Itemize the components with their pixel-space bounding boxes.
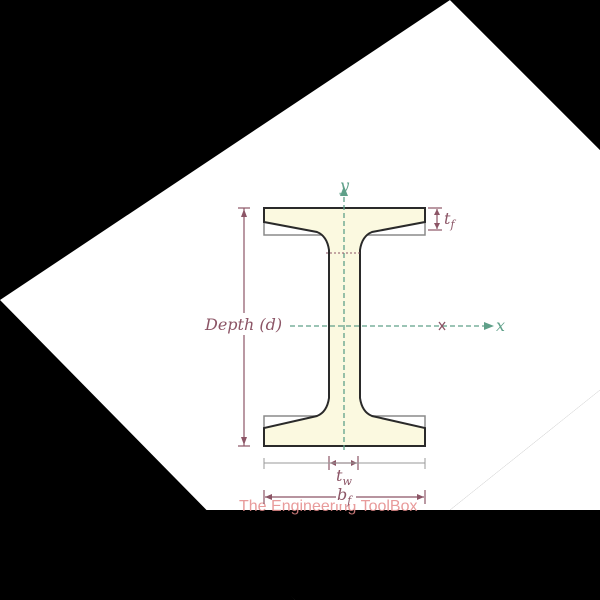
bf-arrow-right xyxy=(417,494,424,500)
tf-arrow-top xyxy=(434,209,440,215)
x-axis-label: x xyxy=(496,316,505,335)
depth-label: Depth (d) xyxy=(204,315,282,334)
flange-thickness-dimension xyxy=(428,207,442,231)
tf-label-main: t xyxy=(444,209,451,228)
x-axis-arrowhead xyxy=(484,322,494,330)
bf-label: bf xyxy=(337,485,353,507)
black-corner-bottom xyxy=(200,510,600,600)
tw-label: tw xyxy=(336,466,352,488)
black-corner-top xyxy=(450,0,600,150)
bf-label-main: b xyxy=(337,485,347,504)
tf-arrow-bottom xyxy=(434,223,440,229)
tw-label-sub: w xyxy=(342,475,352,488)
bf-arrow-left xyxy=(265,494,272,500)
y-axis xyxy=(340,186,348,450)
bf-label-background xyxy=(336,486,356,504)
bf-label-sub: f xyxy=(346,494,353,507)
y-axis-arrowhead xyxy=(340,186,348,196)
depth-arrow-top xyxy=(241,209,247,217)
tw-label-main: t xyxy=(336,466,343,485)
tf-label-sub: f xyxy=(449,218,456,231)
watermark: The Engineering ToolBox xyxy=(239,498,418,515)
x-axis-tick-2 xyxy=(438,321,446,331)
x-axis xyxy=(290,321,494,331)
depth-arrow-bottom xyxy=(241,437,247,445)
tf-label: tf xyxy=(444,209,456,231)
depth-label-background xyxy=(203,313,281,335)
white-strip xyxy=(450,390,600,510)
y-axis-label: y xyxy=(339,176,350,195)
